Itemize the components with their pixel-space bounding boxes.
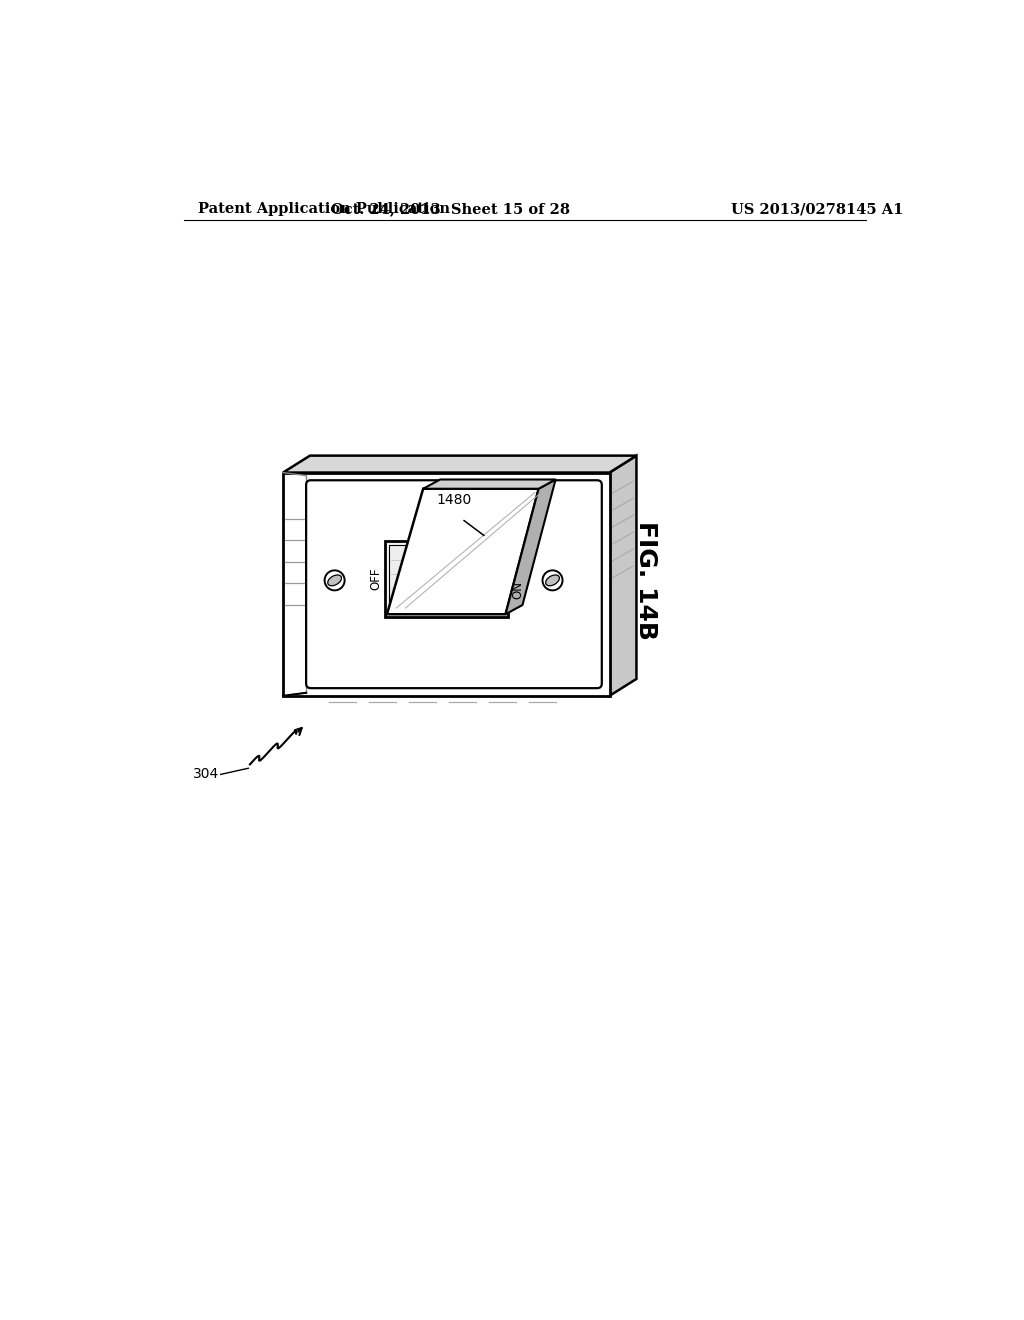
Text: 304: 304 [193,767,219,781]
Text: US 2013/0278145 A1: US 2013/0278145 A1 [731,202,903,216]
Ellipse shape [546,576,559,586]
Bar [283,473,609,696]
Bar [385,541,508,616]
Text: 1480: 1480 [436,494,472,507]
Polygon shape [609,455,637,696]
Bar [388,545,504,612]
Polygon shape [387,488,539,614]
Text: ON: ON [511,581,524,599]
Polygon shape [506,479,556,614]
Text: OFF: OFF [370,568,382,590]
Circle shape [543,570,562,590]
FancyBboxPatch shape [306,480,602,688]
Text: FIG. 14B: FIG. 14B [635,521,658,640]
Polygon shape [283,455,637,473]
Polygon shape [423,479,556,488]
Circle shape [325,570,345,590]
Ellipse shape [328,576,341,586]
Text: Patent Application Publication: Patent Application Publication [199,202,451,216]
Text: Oct. 24, 2013  Sheet 15 of 28: Oct. 24, 2013 Sheet 15 of 28 [331,202,569,216]
